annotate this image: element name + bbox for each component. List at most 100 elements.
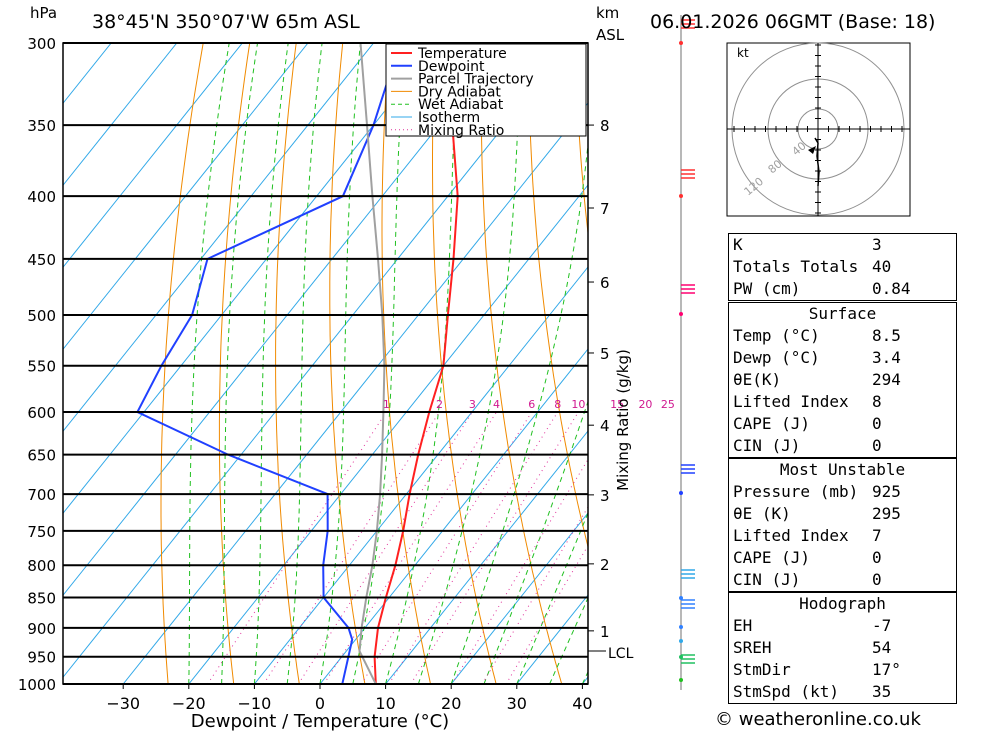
hpa-label: hPa (30, 4, 57, 22)
isotherm-line (319, 348, 588, 684)
hodograph-unit: kt (737, 46, 749, 60)
x-tick-label: −10 (238, 694, 272, 713)
credit-footer[interactable]: © weatheronline.co.uk (715, 709, 921, 730)
legend-entry: Dewpoint (418, 59, 485, 75)
km-tick-label: 2 (600, 556, 610, 574)
index-label: CIN (J) (733, 436, 801, 455)
mixing-ratio-label: 1 (383, 398, 390, 411)
indices-table-hodograph: Hodograph EH -7 SREH 54 StmDir 17° StmSpd (kt)… (728, 592, 957, 704)
index-row: CIN (J) 0 (729, 435, 956, 457)
dry-adiabat-line (432, 43, 497, 684)
mixing-ratio-label: 2 (436, 398, 443, 411)
pressure-tick-label: 650 (27, 447, 56, 465)
lcl-label: LCL (608, 646, 634, 662)
km-tick-label: 5 (600, 345, 610, 363)
km-tick-label: 4 (600, 417, 610, 435)
dry-adiabat-line (329, 43, 366, 684)
index-value: 3 (872, 235, 882, 254)
pressure-tick-label: 700 (27, 486, 56, 504)
legend-entry: Mixing Ratio (418, 123, 504, 139)
plot-border (62, 42, 589, 685)
mixing-ratio-label: 20 (638, 398, 652, 411)
mixing-ratio-axis-title: Mixing Ratio (g/kg) (614, 349, 632, 491)
isotherm-line (63, 43, 178, 187)
index-row: Lifted Index 8 (729, 391, 956, 413)
index-value: 8.5 (872, 326, 901, 345)
index-row: Pressure (mb) 925 (729, 481, 956, 503)
legend-entry: Temperature (417, 46, 507, 62)
wind-dot (679, 312, 683, 316)
wind-dot (679, 491, 683, 495)
wind-dot (679, 678, 683, 682)
mixing-ratio-label: 3 (469, 398, 476, 411)
dry-adiabat-line (275, 43, 300, 684)
x-tick-label: 40 (572, 694, 592, 713)
km-tick-label: 1 (600, 623, 610, 641)
index-label: CAPE (J) (733, 548, 811, 567)
index-row: CIN (J) 0 (729, 569, 956, 591)
surface-header: Surface (808, 304, 877, 323)
mixing-ratio-line (388, 411, 559, 684)
wind-profile (679, 15, 695, 690)
index-value: 0 (872, 436, 882, 455)
index-value: 40 (872, 257, 892, 276)
index-value: 8 (872, 392, 882, 411)
wet-adiabat-line (286, 43, 323, 684)
dry-adiabat-line (528, 43, 588, 549)
index-label: SREH (733, 638, 772, 657)
pressure-tick-label: 550 (27, 358, 56, 376)
index-label: θE (K) (733, 504, 791, 523)
index-label: θE(K) (733, 370, 782, 389)
pressure-tick-label: 500 (27, 307, 56, 325)
index-row: Temp (°C) 8.5 (729, 325, 956, 347)
index-row: SREH 54 (729, 637, 956, 659)
dry-adiabat-line (994, 43, 1000, 684)
location-title: 38°45'N 350°07'W 65m ASL (92, 11, 360, 33)
indices-table-top: K 3 Totals Totals 40 PW (cm) 0.84 (728, 233, 957, 301)
pressure-tick-label: 800 (27, 557, 56, 575)
index-row: θE (K) 295 (729, 503, 956, 525)
index-value: 0 (872, 414, 882, 433)
index-label: Temp (°C) (733, 326, 820, 345)
index-value: 0.84 (872, 279, 911, 298)
index-row: CAPE (J) 0 (729, 413, 956, 435)
index-value: 294 (872, 370, 901, 389)
index-row: CAPE (J) 0 (729, 547, 956, 569)
pressure-tick-label: 950 (27, 649, 56, 667)
storm-motion-arrow (808, 146, 816, 154)
pressure-tick-label: 1000 (18, 676, 56, 694)
wet-adiabat-line (253, 43, 289, 684)
x-tick-label: 10 (375, 694, 395, 713)
datetime-title: 06.01.2026 06GMT (Base: 18) (650, 11, 935, 33)
mixing-ratio-line (360, 411, 533, 684)
wind-dot (679, 625, 683, 629)
wet-adiabat-line (352, 43, 406, 684)
wind-dot (679, 639, 683, 643)
index-label: K (733, 235, 743, 254)
indices-table-most-unstable: Most Unstable Pressure (mb) 925 θE (K) 295 L… (728, 458, 957, 592)
dry-adiabat-line (218, 43, 251, 684)
wet-adiabat-line (188, 43, 230, 684)
isotherm-line (63, 43, 440, 515)
wet-adiabat-line (483, 400, 588, 684)
index-label: Lifted Index (733, 526, 849, 545)
pressure-tick-label: 600 (27, 404, 56, 422)
mixing-ratio-label: 10 (571, 398, 585, 411)
index-label: Totals Totals (733, 257, 859, 276)
isotherm-line (63, 43, 243, 269)
legend-entry: Parcel Trajectory (418, 72, 534, 88)
x-tick-label: 30 (507, 694, 527, 713)
axis-labels: 1 2 3 4 6 8 10 15 20 2530035040045050055060065070… (18, 35, 675, 713)
km-tick-label: 3 (600, 487, 610, 505)
wind-dot (679, 194, 683, 198)
index-value: 0 (872, 570, 882, 589)
pressure-tick-label: 400 (27, 188, 56, 206)
asl-label: ASL (596, 26, 625, 44)
index-row: θE(K) 294 (729, 369, 956, 391)
index-label: Dewp (°C) (733, 348, 820, 367)
mixing-ratio-line (451, 458, 588, 684)
index-label: CIN (J) (733, 570, 801, 589)
series-dewpoint (136, 43, 401, 684)
